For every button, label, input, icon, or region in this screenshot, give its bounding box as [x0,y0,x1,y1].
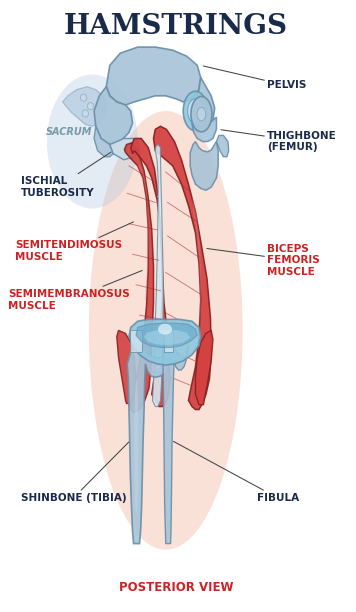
Ellipse shape [158,324,172,335]
Text: ISCHIAL
TUBEROSITY: ISCHIAL TUBEROSITY [21,152,111,198]
Polygon shape [94,87,132,144]
Polygon shape [164,330,173,352]
Polygon shape [130,330,142,352]
Text: THIGHBONE
(FEMUR): THIGHBONE (FEMUR) [221,130,337,152]
Polygon shape [127,348,169,543]
Polygon shape [152,144,163,406]
Polygon shape [136,323,197,348]
Ellipse shape [47,75,138,209]
Text: SHINBONE (TIBIA): SHINBONE (TIBIA) [21,442,129,503]
Ellipse shape [197,107,206,121]
Polygon shape [106,47,201,105]
Text: SEMITENDIMOSUS
MUSCLE: SEMITENDIMOSUS MUSCLE [15,222,134,262]
Polygon shape [110,138,140,160]
Ellipse shape [88,103,94,110]
Polygon shape [125,143,153,412]
Polygon shape [138,164,149,300]
Text: SEMIMEMBRANOSUS
MUSCLE: SEMIMEMBRANOSUS MUSCLE [9,271,142,311]
Ellipse shape [191,97,212,132]
Polygon shape [129,319,201,365]
Polygon shape [144,330,190,345]
Polygon shape [190,141,218,190]
Ellipse shape [82,110,88,117]
Polygon shape [117,330,136,403]
Polygon shape [131,138,170,406]
Polygon shape [188,78,215,126]
Polygon shape [63,87,106,126]
Text: HAMSTRINGS: HAMSTRINGS [64,13,288,40]
Polygon shape [94,126,113,157]
Ellipse shape [80,94,87,102]
Ellipse shape [183,91,208,131]
Text: POSTERIOR VIEW: POSTERIOR VIEW [119,581,234,594]
Polygon shape [192,117,216,141]
Text: SACRUM: SACRUM [46,127,93,137]
Text: FIBULA: FIBULA [173,441,299,503]
Ellipse shape [134,379,138,513]
Polygon shape [163,346,188,543]
Polygon shape [216,135,229,157]
Polygon shape [192,196,201,361]
Text: PELVIS: PELVIS [203,66,307,91]
Ellipse shape [89,111,243,550]
Polygon shape [153,126,211,409]
Ellipse shape [188,99,203,123]
Text: BICEPS
FEMORIS
MUSCLE: BICEPS FEMORIS MUSCLE [207,244,320,277]
Polygon shape [195,330,213,405]
